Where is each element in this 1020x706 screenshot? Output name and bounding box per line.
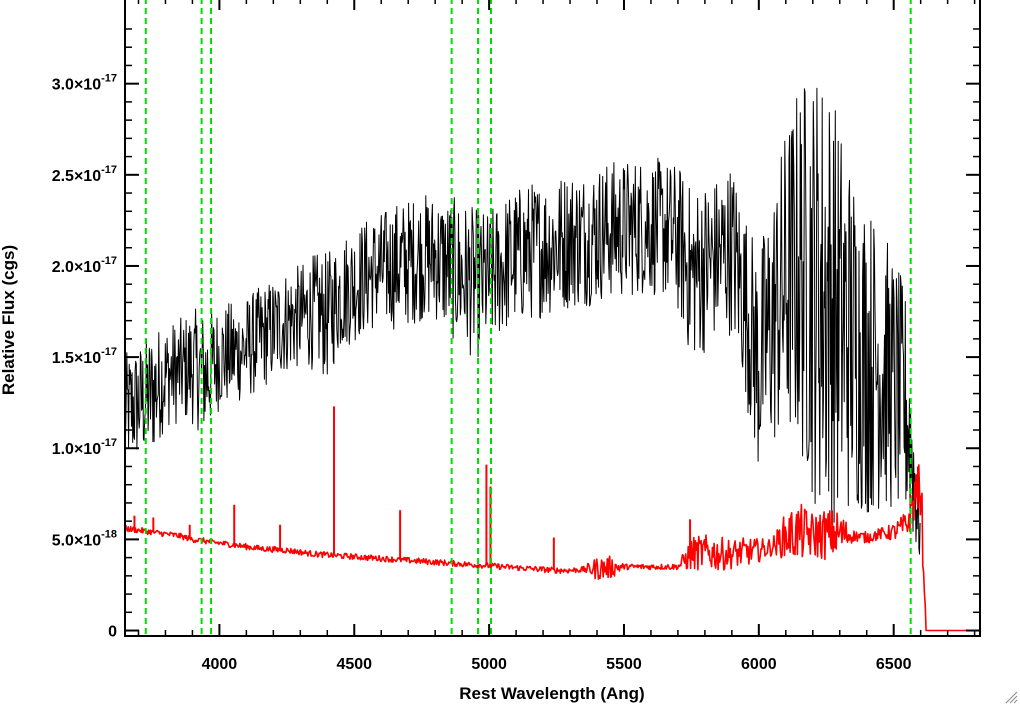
reference-lines <box>144 0 912 636</box>
y-tick-label: 2.5×10-17 <box>52 164 117 185</box>
x-tick-label: 5500 <box>606 656 642 673</box>
x-tick-label: 6500 <box>876 656 912 673</box>
axis-ticks <box>125 0 980 636</box>
plot-frame <box>124 0 981 637</box>
y-axis-title: Relative Flux (cgs) <box>0 245 18 395</box>
y-tick-label: 5.0×10-18 <box>52 528 117 549</box>
spectrum-line <box>124 87 921 555</box>
resize-grip-icon[interactable] <box>1004 690 1018 704</box>
x-tick-label: 4500 <box>336 656 372 673</box>
x-axis-title: Rest Wavelength (Ang) <box>459 684 644 703</box>
x-tick-label: 5000 <box>471 656 507 673</box>
y-tick-label: 3.0×10-17 <box>52 73 117 94</box>
y-tick-label: 1.0×10-17 <box>52 437 117 458</box>
y-tick-label: 2.0×10-17 <box>52 255 117 276</box>
tick-labels: 4000 4500 5000 5500 6000 6500 0 5.0×10-18 1.0×10… <box>52 73 912 673</box>
x-tick-label: 4000 <box>202 656 238 673</box>
model-line <box>124 464 980 632</box>
x-tick-label: 6000 <box>741 656 777 673</box>
y-tick-label: 0 <box>108 624 117 641</box>
y-tick-label: 1.5×10-17 <box>52 346 117 367</box>
data-layer <box>124 87 980 632</box>
